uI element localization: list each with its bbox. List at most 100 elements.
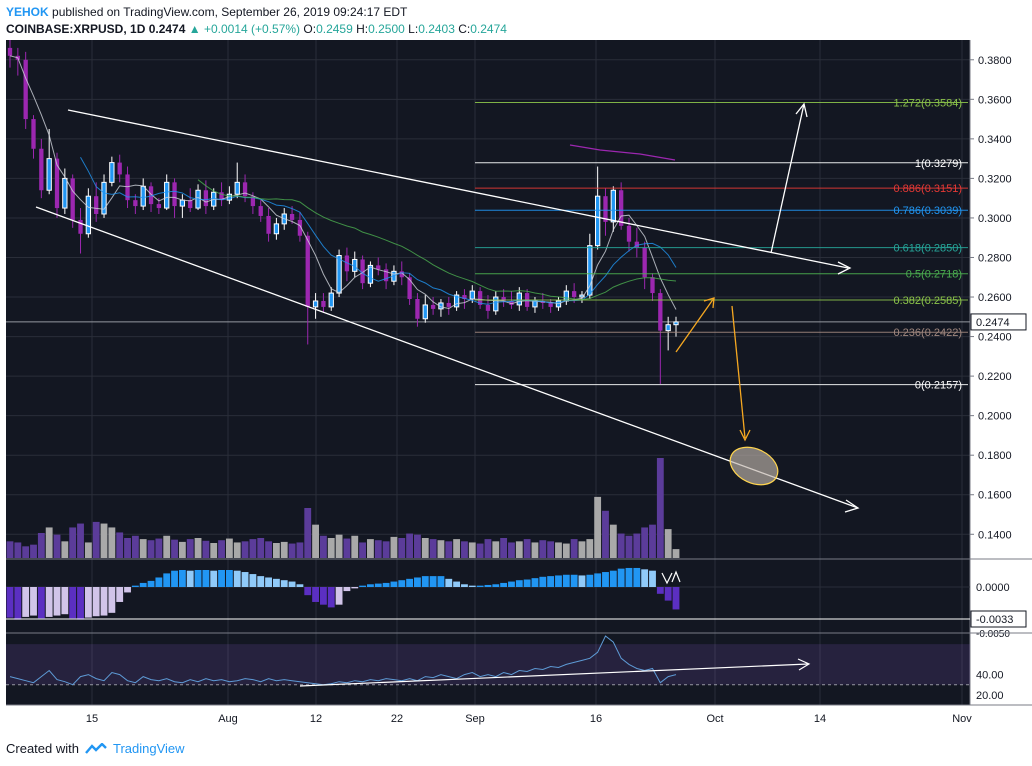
- price-tick-label: 0.3800: [978, 55, 1012, 67]
- macd-histogram-bar: [390, 581, 398, 587]
- low-value: 0.2403: [418, 22, 455, 36]
- candle-body: [101, 181, 107, 215]
- time-tick-label: Oct: [706, 713, 723, 725]
- candle-body: [78, 219, 83, 234]
- macd-histogram-bar: [233, 570, 241, 587]
- last-price: 0.2474: [148, 22, 186, 36]
- price-tick-label: 0.2400: [978, 332, 1012, 344]
- volume-bar: [617, 533, 625, 558]
- candle-body: [258, 206, 263, 216]
- volume-bar: [241, 541, 249, 558]
- macd-histogram-bar: [421, 576, 429, 587]
- macd-histogram-bar: [367, 584, 374, 587]
- close-label: C:: [458, 22, 471, 36]
- macd-histogram-bar: [139, 582, 147, 587]
- time-tick-label: Sep: [465, 713, 485, 725]
- macd-histogram-bar: [492, 584, 500, 587]
- candle-body: [125, 174, 130, 201]
- macd-histogram-bar: [664, 587, 672, 601]
- fib-level-label: 0.382(0.2585): [894, 295, 963, 307]
- macd-down-arrow-icon: [661, 572, 673, 585]
- volume-bar: [539, 540, 547, 558]
- price-tick-label: 0.2200: [978, 371, 1012, 383]
- time-tick-label: 15: [86, 713, 98, 725]
- volume-bar: [84, 542, 92, 558]
- candle-body: [477, 291, 483, 305]
- volume-bar: [280, 541, 288, 558]
- volume-bar: [171, 539, 178, 558]
- volume-bar: [296, 542, 304, 558]
- candle-body: [242, 182, 248, 197]
- candle-body: [485, 304, 491, 311]
- volume-bar: [257, 538, 265, 558]
- macd-histogram-bar: [508, 581, 515, 587]
- volume-bar: [461, 541, 468, 558]
- macd-histogram-bar: [547, 576, 555, 587]
- volume-bar: [570, 539, 578, 558]
- volume-bar: [609, 524, 617, 558]
- candle-body: [164, 181, 170, 209]
- volume-bar: [202, 540, 210, 558]
- candle-body: [469, 290, 475, 300]
- projection-arrow-orange-down-head-icon: [739, 429, 751, 442]
- candle-body: [446, 302, 451, 307]
- macd-histogram-bar: [649, 570, 656, 587]
- volume-bar: [147, 540, 155, 558]
- volume-bar: [61, 541, 69, 558]
- macd-histogram-bar: [218, 570, 225, 587]
- tradingview-brand[interactable]: TradingView: [112, 741, 185, 756]
- lower-trendline: [35, 206, 859, 509]
- candle-body: [133, 200, 138, 207]
- price-axis: [970, 40, 1032, 705]
- volume-bar: [351, 535, 359, 558]
- volume-bar: [108, 527, 116, 558]
- macd-histogram-bar: [249, 574, 257, 587]
- volume-bar: [429, 539, 437, 558]
- rsi-divergence-arrow-icon: [797, 658, 811, 671]
- macd-histogram-bar: [641, 569, 649, 587]
- time-tick-label: Aug: [218, 713, 238, 725]
- price-tick-label: 0.2600: [978, 292, 1012, 304]
- volume-bar: [398, 538, 406, 558]
- author-name[interactable]: YEHOK: [6, 5, 49, 19]
- high-value: 0.2500: [368, 22, 405, 36]
- time-tick-label: 12: [310, 713, 322, 725]
- candle-body: [399, 271, 404, 278]
- projection-arrow-orange-down: [731, 305, 746, 439]
- price-tick-label: 0.3200: [978, 173, 1012, 185]
- macd-low-label: -0.0050: [976, 629, 1010, 640]
- candle-body: [383, 269, 389, 282]
- volume-bar: [437, 540, 445, 558]
- macd-histogram-bar: [656, 587, 664, 594]
- volume-bar: [92, 521, 100, 558]
- macd-up-arrow-icon: [671, 570, 681, 583]
- fib-level-label: 1(0.3279): [915, 158, 962, 170]
- candle-body: [594, 195, 601, 247]
- candle-body: [266, 215, 271, 234]
- volume-bar: [312, 524, 319, 558]
- candle-body: [571, 291, 577, 298]
- macd-histogram-bar: [539, 576, 547, 587]
- macd-zero-label: 0.0000: [976, 582, 1010, 594]
- published-text: published on TradingView.com, September …: [52, 5, 408, 19]
- candle-body: [172, 182, 177, 207]
- volume-bar: [523, 539, 531, 558]
- macd-histogram-bar: [14, 587, 22, 620]
- macd-histogram-bar: [359, 585, 367, 587]
- macd-value-label: -0.0033: [976, 614, 1013, 626]
- low-label: L:: [408, 22, 419, 36]
- macd-histogram-bar: [202, 570, 210, 587]
- candle-body: [7, 47, 13, 56]
- last-price-tag: [970, 313, 1027, 331]
- volume-bar: [414, 534, 421, 558]
- volume-bar: [30, 544, 37, 558]
- tradingview-logo-icon: [85, 742, 107, 754]
- volume-bar: [586, 539, 594, 558]
- candle-body: [39, 148, 44, 191]
- volume-bar: [116, 532, 124, 558]
- macd-histogram-bar: [257, 576, 265, 587]
- candle-body: [328, 292, 334, 308]
- price-tick-label: 0.1400: [978, 529, 1012, 541]
- volume-bar: [139, 539, 147, 558]
